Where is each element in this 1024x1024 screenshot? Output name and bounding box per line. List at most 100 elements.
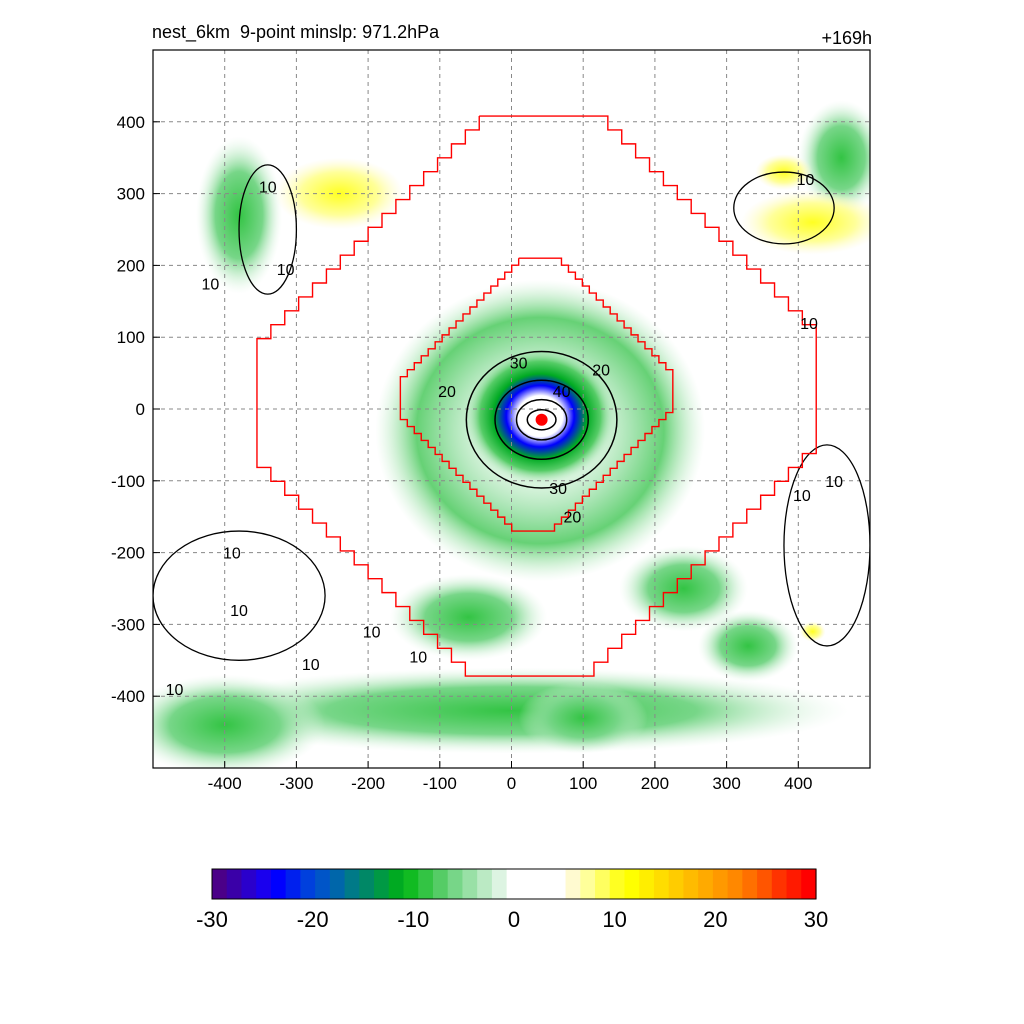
field-patch [697, 610, 799, 682]
x-tick-label: -200 [351, 774, 385, 793]
colorbar-swatch [256, 869, 272, 899]
contour-label: 40 [553, 384, 571, 401]
colorbar-swatch [285, 869, 301, 899]
colorbar-tick-label: -20 [297, 907, 329, 932]
outer-nest-boundary [256, 115, 817, 677]
contour-label: 20 [564, 510, 582, 527]
colorbar-swatch [226, 869, 243, 899]
colorbar-tick-label: 0 [508, 907, 520, 932]
colorbar-swatch [418, 869, 434, 899]
colorbar-swatch [359, 869, 375, 899]
colorbar-swatch [771, 869, 788, 899]
colorbar-swatch [388, 869, 405, 899]
colorbar-swatch [270, 869, 287, 899]
storm-center-marker [535, 413, 548, 426]
contour-label: 20 [438, 384, 456, 401]
field-patch [174, 667, 849, 754]
y-tick-label: -300 [111, 615, 145, 634]
inner-nest-boundary [399, 257, 674, 532]
contour-label: 10 [302, 657, 320, 674]
field-patch [799, 621, 826, 642]
field-patch [798, 100, 870, 216]
colorbar-swatch [653, 869, 670, 899]
colorbar-tick-label: 20 [703, 907, 727, 932]
x-tick-label: 100 [569, 774, 597, 793]
x-tick-label: 400 [784, 774, 812, 793]
colorbar-swatch [698, 869, 714, 899]
field-patch [619, 545, 749, 632]
colorbar-swatch [742, 869, 758, 899]
contour-10 [153, 530, 326, 661]
forecast-hour-label: +169h [821, 28, 872, 48]
colorbar-swatch [521, 869, 537, 899]
contour-label: 10 [793, 488, 811, 505]
field-patch [153, 674, 326, 768]
y-tick-label: 400 [117, 113, 145, 132]
y-tick-label: 0 [136, 400, 145, 419]
colorbar-swatch [801, 869, 817, 899]
plot-title: nest_6km 9-point minslp: 971.2hPa [152, 22, 440, 42]
colorbar-swatch [506, 869, 522, 899]
field-patch [740, 190, 870, 255]
colorbar-swatch [609, 869, 626, 899]
colorbar-swatch [639, 869, 655, 899]
contour-lines [153, 164, 870, 661]
y-tick-label: 200 [117, 256, 145, 275]
colorbar-swatch [477, 869, 493, 899]
contour-label: 10 [201, 276, 219, 293]
colorbar-swatch [683, 869, 699, 899]
colorbar-swatch [300, 869, 316, 899]
colorbar-swatch [595, 869, 611, 899]
colorbar-swatch [432, 869, 449, 899]
contour-label: 10 [223, 546, 241, 563]
contour-label: 10 [277, 262, 295, 279]
shaded-field [153, 100, 870, 768]
colorbar-swatch [212, 869, 228, 899]
colorbar-swatch [447, 869, 464, 899]
colorbar-swatch [374, 869, 390, 899]
colorbar-swatch [241, 869, 257, 899]
colorbar-swatch [757, 869, 773, 899]
contour-label: 10 [825, 474, 843, 491]
colorbar-frame [211, 868, 817, 900]
contour-ring-30 [494, 379, 589, 461]
x-axis-ticks: -400 -300 -200 -100 0 100 200 300 400 [208, 761, 812, 793]
colorbar-swatch [712, 869, 729, 899]
colorbar-tick-label: 30 [804, 907, 828, 932]
x-tick-label: 300 [712, 774, 740, 793]
x-tick-label: -400 [208, 774, 242, 793]
contour-ring-20 [465, 350, 618, 489]
colorbar-swatch [624, 869, 640, 899]
colorbar-swatch [491, 869, 508, 899]
contour-label: 30 [510, 355, 528, 372]
colorbar-swatch [550, 869, 567, 899]
contour-labels: 10 10 10 30 20 20 40 30 20 10 10 10 10 10 10 10 10 10 10 [166, 172, 844, 699]
colorbar-swatch [668, 869, 685, 899]
x-tick-label: 0 [507, 774, 516, 793]
colorbar-swatch [344, 869, 360, 899]
y-axis-ticks: 400 300 200 100 0 -100 -200 -300 -400 [111, 113, 160, 706]
colorbar: -30 -20 -10 0 10 20 30 [196, 868, 828, 932]
contour-label: 20 [592, 363, 610, 380]
contour-label: 30 [549, 481, 567, 498]
contour-label: 10 [409, 650, 427, 667]
colorbar-swatch [462, 869, 478, 899]
colorbar-swatch [727, 869, 743, 899]
colorbar-swatch [315, 869, 331, 899]
y-tick-label: -200 [111, 544, 145, 563]
contour-ring-10 [526, 408, 557, 431]
colorbar-swatch [786, 869, 802, 899]
colorbar-tick-label: 10 [602, 907, 626, 932]
contour-label: 10 [800, 316, 818, 333]
colorbar-swatch [536, 869, 552, 899]
y-tick-label: -400 [111, 687, 145, 706]
contour-10 [733, 171, 835, 245]
y-tick-label: -100 [111, 472, 145, 491]
x-tick-label: 200 [641, 774, 669, 793]
contour-10 [238, 164, 298, 295]
x-tick-label: -100 [423, 774, 457, 793]
colorbar-tick-label: -30 [196, 907, 228, 932]
contour-label: 10 [230, 603, 248, 620]
x-tick-label: -300 [279, 774, 313, 793]
